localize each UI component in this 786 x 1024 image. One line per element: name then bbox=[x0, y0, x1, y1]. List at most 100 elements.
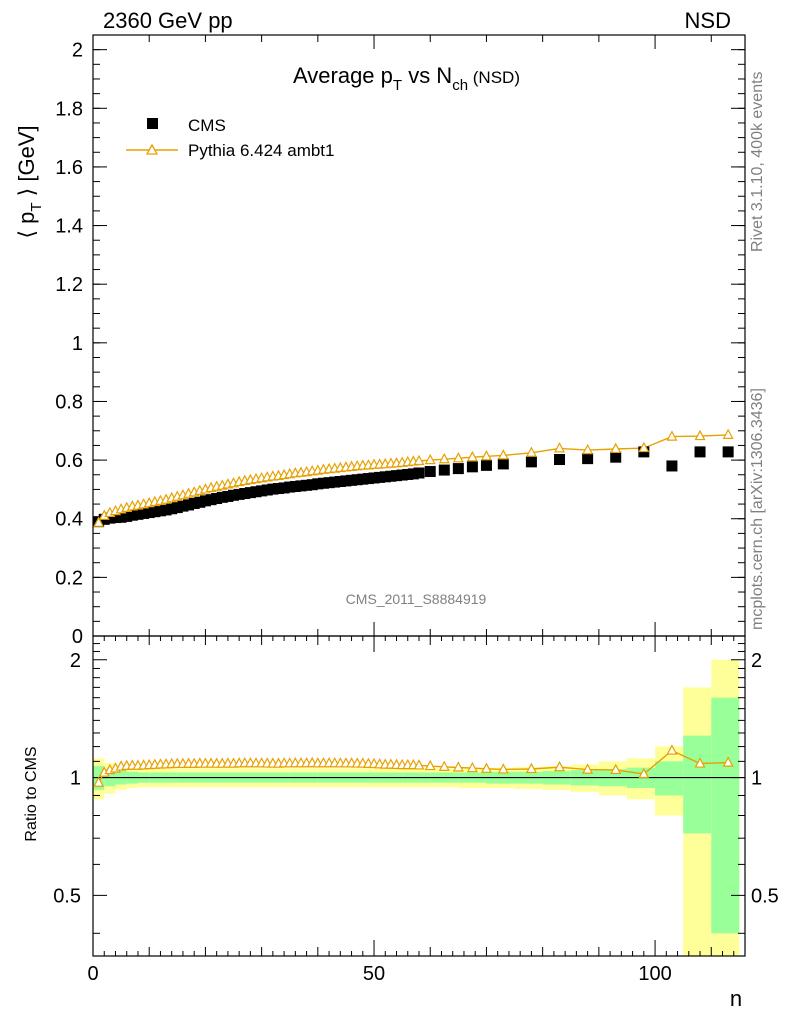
cms-point bbox=[244, 487, 256, 499]
cms-point bbox=[211, 493, 223, 505]
main-title: Average pT vs Nch (NSD) bbox=[293, 63, 520, 94]
cms-point bbox=[362, 473, 374, 485]
y-tick-label: 1.8 bbox=[55, 98, 83, 120]
analysis-watermark: CMS_2011_S8884919 bbox=[346, 591, 487, 607]
ratio-data-marks bbox=[93, 744, 734, 787]
pythia-ratio-point bbox=[466, 761, 478, 773]
pythia-point bbox=[438, 452, 450, 464]
rivet-version-label: Rivet 3.1.10, 400k events bbox=[749, 71, 766, 252]
pythia-point bbox=[722, 428, 734, 439]
pythia-ratio-point bbox=[413, 759, 425, 770]
pythia-ratio-point bbox=[554, 760, 566, 772]
cms-point bbox=[694, 446, 706, 458]
cms-point bbox=[132, 508, 144, 520]
main-data-marks bbox=[93, 428, 734, 528]
cms-point bbox=[379, 471, 391, 483]
cms-point bbox=[183, 499, 195, 511]
pythia-point bbox=[424, 453, 436, 465]
legend-marker-pythia bbox=[145, 143, 159, 155]
pythia-point bbox=[452, 452, 464, 463]
cms-point bbox=[312, 478, 324, 490]
cms-point bbox=[267, 483, 279, 495]
cms-point bbox=[391, 470, 403, 482]
legend-marker-cms bbox=[147, 118, 158, 129]
cms-point bbox=[340, 475, 352, 487]
pythia-point bbox=[554, 442, 566, 453]
ratio-y-tick-label-right: 1 bbox=[751, 768, 762, 790]
cms-point bbox=[497, 458, 509, 470]
cms-point bbox=[610, 451, 622, 463]
cms-point bbox=[368, 472, 380, 484]
cms-point bbox=[104, 512, 116, 524]
pythia-ratio-point bbox=[452, 761, 464, 772]
cms-point bbox=[525, 456, 537, 468]
pythia-ratio-point bbox=[582, 763, 594, 774]
y-tick-label: 1.6 bbox=[55, 157, 83, 179]
y-tick-label: 1.2 bbox=[55, 274, 83, 296]
ratio-uncertainty-bands bbox=[93, 659, 745, 956]
cms-point bbox=[205, 494, 217, 506]
pythia-point bbox=[610, 442, 622, 454]
pythia-ratio-point bbox=[93, 776, 105, 787]
cms-point bbox=[295, 480, 307, 492]
pythia-point bbox=[666, 430, 678, 441]
cms-point bbox=[261, 484, 273, 496]
pythia-ratio-point bbox=[424, 759, 436, 771]
pythia-point bbox=[93, 516, 105, 527]
cms-point bbox=[289, 480, 301, 492]
pythia-point bbox=[694, 429, 706, 441]
cms-point bbox=[228, 489, 240, 501]
cms-point bbox=[351, 474, 363, 486]
cms-point bbox=[188, 497, 200, 509]
cms-point bbox=[413, 467, 425, 479]
cms-point bbox=[126, 509, 138, 521]
pythia-ratio-point bbox=[438, 760, 450, 771]
header-right: NSD bbox=[685, 8, 731, 33]
cms-point bbox=[199, 495, 211, 507]
cms-point bbox=[143, 507, 155, 519]
cms-point bbox=[109, 512, 121, 524]
pythia-point bbox=[582, 443, 594, 455]
x-tick-label: 0 bbox=[87, 963, 98, 985]
green-band-bin bbox=[655, 761, 684, 796]
cms-point bbox=[402, 468, 414, 480]
cms-point bbox=[115, 511, 127, 523]
cms-point bbox=[194, 496, 206, 508]
pythia-ratio-point bbox=[722, 756, 734, 767]
cms-point bbox=[407, 468, 419, 480]
green-band-bin bbox=[683, 735, 712, 834]
cms-point bbox=[385, 470, 397, 482]
cms-point bbox=[284, 481, 296, 493]
y-tick-label: 0 bbox=[72, 626, 83, 648]
cms-point bbox=[554, 454, 566, 466]
ratio-y-tick-label: 2 bbox=[70, 650, 81, 672]
x-axis-label: n bbox=[730, 986, 742, 1011]
pythia-ratio-point bbox=[480, 762, 492, 773]
cms-point bbox=[582, 453, 594, 465]
cms-point bbox=[121, 510, 133, 522]
pythia-point bbox=[525, 446, 537, 457]
pythia-ratio-point bbox=[610, 763, 622, 775]
cms-point bbox=[480, 459, 492, 471]
cms-point bbox=[666, 460, 678, 472]
cms-point bbox=[722, 446, 734, 458]
y-tick-label: 0.4 bbox=[55, 509, 83, 531]
y-tick-label: 0.6 bbox=[55, 450, 83, 472]
pythia-ratio-point bbox=[638, 767, 650, 779]
pythia-ratio-point bbox=[525, 762, 537, 774]
ratio-y-tick-label: 1 bbox=[70, 768, 81, 790]
cms-point bbox=[233, 488, 245, 500]
cms-point bbox=[306, 479, 318, 491]
ratio-axes: 0.5 0.5 1 1 2 2 0 50 100 bbox=[53, 635, 779, 985]
pythia-point bbox=[638, 441, 650, 453]
cms-point bbox=[149, 506, 161, 518]
cms-point bbox=[424, 466, 436, 478]
pythia-point bbox=[466, 450, 478, 462]
cms-point bbox=[466, 461, 478, 473]
y-tick-label: 2 bbox=[72, 40, 83, 62]
cms-point bbox=[166, 503, 178, 515]
y-tick-label: 0.2 bbox=[55, 567, 83, 589]
cms-point bbox=[222, 490, 234, 502]
pythia-point bbox=[480, 450, 492, 461]
